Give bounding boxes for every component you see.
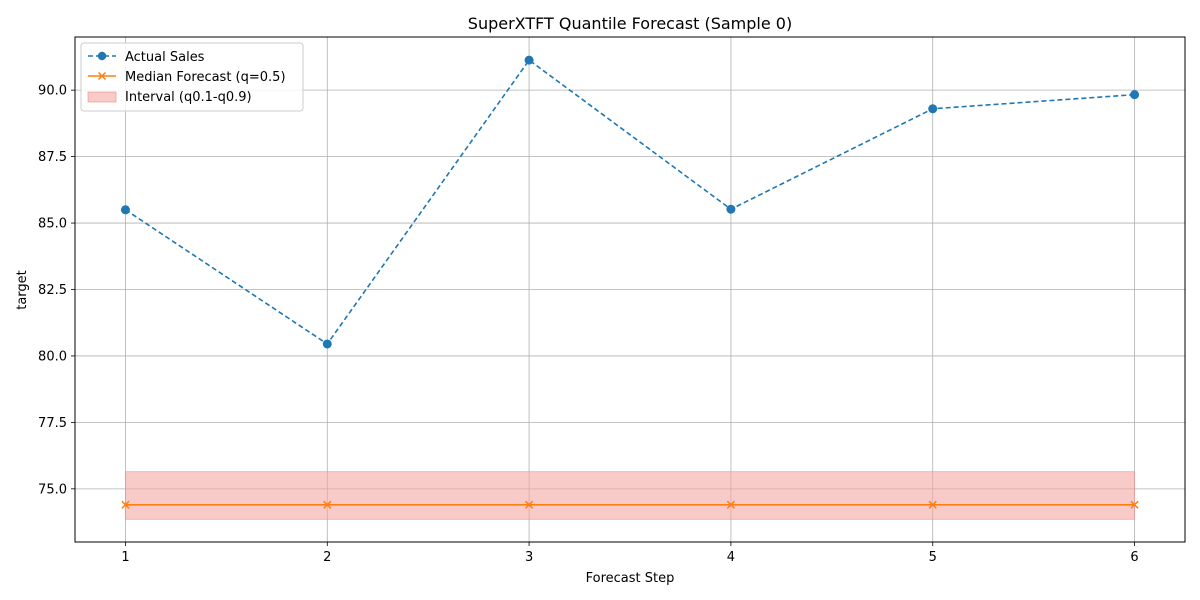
chart-title: SuperXTFT Quantile Forecast (Sample 0) xyxy=(468,14,792,33)
legend-frame xyxy=(80,42,304,112)
legend-interval-label: Interval (q0.1-q0.9) xyxy=(125,90,252,105)
y-tick-label-2: 80.0 xyxy=(38,349,67,364)
median-forecast-point-6 xyxy=(1130,500,1139,509)
x-tick-label-4: 5 xyxy=(929,550,937,565)
actual-sales-point-1 xyxy=(120,205,130,215)
legend: Actual Sales Median Forecast (q=0.5) Int… xyxy=(80,42,304,112)
legend-interval-swatch xyxy=(87,91,117,103)
series-layer xyxy=(120,55,1140,509)
actual-sales-point-6 xyxy=(1130,90,1140,100)
legend-actual-marker xyxy=(97,51,107,61)
y-tick-label-6: 90.0 xyxy=(38,84,67,99)
legend-actual-label: Actual Sales xyxy=(125,50,205,65)
median-forecast-point-3 xyxy=(524,500,534,509)
y-axis-ticks: 75.0 77.5 80.0 82.5 85.0 87.5 90.0 xyxy=(38,84,75,497)
legend-median-label: Median Forecast (q=0.5) xyxy=(125,70,286,85)
actual-sales-point-4 xyxy=(726,204,736,214)
x-axis-ticks: 1 2 3 4 5 6 xyxy=(121,542,1139,565)
y-tick-label-1: 77.5 xyxy=(38,416,67,431)
y-tick-label-4: 85.0 xyxy=(38,217,67,232)
x-axis-label: Forecast Step xyxy=(586,571,675,586)
y-tick-label-0: 75.0 xyxy=(38,482,67,497)
actual-sales-line xyxy=(125,58,1135,346)
median-forecast-point-5 xyxy=(928,500,937,509)
y-tick-label-3: 82.5 xyxy=(38,283,67,298)
grid xyxy=(75,37,1185,542)
median-forecast-point-2 xyxy=(323,500,332,509)
y-tick-label-5: 87.5 xyxy=(38,150,67,165)
median-forecast-point-1 xyxy=(121,500,130,509)
actual-sales-point-5 xyxy=(928,104,938,114)
x-tick-label-5: 6 xyxy=(1130,550,1138,565)
median-forecast-point-4 xyxy=(726,500,736,509)
legend-median-marker xyxy=(97,71,107,81)
interval-band-layer xyxy=(124,471,1136,520)
x-tick-label-2: 3 xyxy=(525,550,533,565)
x-tick-label-3: 4 xyxy=(727,550,735,565)
interval-band xyxy=(124,471,1136,520)
y-axis-label: target xyxy=(15,270,30,310)
actual-sales-point-3 xyxy=(524,55,534,65)
actual-sales-point-2 xyxy=(322,339,332,349)
x-tick-label-1: 2 xyxy=(323,550,331,565)
x-tick-label-0: 1 xyxy=(121,550,129,565)
